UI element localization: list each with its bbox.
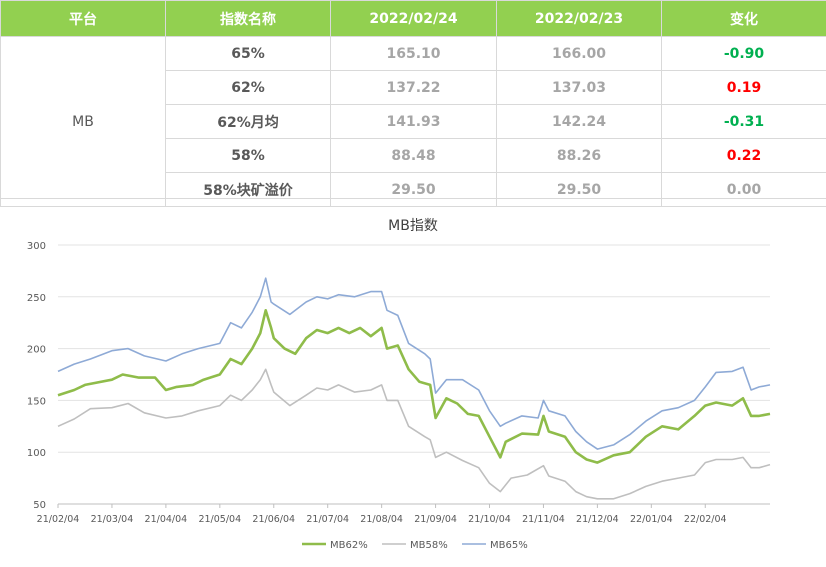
- change-cell: -0.90: [662, 37, 826, 71]
- index-name-cell: 62%月均: [166, 105, 331, 139]
- table-header-row: 平台 指数名称 2022/02/24 2022/02/23 变化: [1, 1, 826, 37]
- y-tick-label: 50: [33, 500, 46, 511]
- x-tick-label: 21/06/04: [252, 514, 295, 525]
- header-date-2: 2022/02/23: [497, 1, 662, 37]
- header-platform: 平台: [1, 1, 166, 37]
- chart-container: MB指数 50 100 150 200 250 300 21/02/04 21/03/04 21/…: [0, 198, 826, 563]
- x-tick-label: 21/05/04: [198, 514, 241, 525]
- chart-title: MB指数: [388, 218, 438, 234]
- series-line-mb62pct: [58, 310, 770, 462]
- x-tick-label: 21/03/04: [91, 514, 134, 525]
- value-date-1-cell: 137.22: [331, 71, 497, 105]
- value-date-2-cell: 166.00: [497, 37, 662, 71]
- x-tick-label: 21/11/04: [522, 514, 565, 525]
- value-date-1-cell: 141.93: [331, 105, 497, 139]
- value-date-1-cell: 88.48: [331, 139, 497, 173]
- header-date-1: 2022/02/24: [331, 1, 497, 37]
- y-tick-label: 300: [27, 241, 46, 252]
- header-index-name: 指数名称: [166, 1, 331, 37]
- x-tick-label: 21/08/04: [360, 514, 403, 525]
- y-tick-label: 150: [27, 396, 46, 407]
- line-chart: MB指数 50 100 150 200 250 300 21/02/04 21/03/04 21/…: [0, 199, 826, 563]
- x-tick-label: 21/07/04: [306, 514, 349, 525]
- index-name-cell: 65%: [166, 37, 331, 71]
- y-tick-label: 100: [27, 448, 46, 459]
- legend-label: MB65%: [490, 540, 528, 551]
- index-name-cell: 62%: [166, 71, 331, 105]
- x-tick-label: 21/04/04: [145, 514, 188, 525]
- x-tick-label: 21/09/04: [414, 514, 457, 525]
- legend-label: MB62%: [330, 540, 368, 551]
- y-tick-label: 250: [27, 293, 46, 304]
- change-cell: 0.22: [662, 139, 826, 173]
- legend-label: MB58%: [410, 540, 448, 551]
- x-tick-label: 22/01/04: [630, 514, 673, 525]
- header-change: 变化: [662, 1, 826, 37]
- value-date-2-cell: 88.26: [497, 139, 662, 173]
- value-date-1-cell: 165.10: [331, 37, 497, 71]
- value-date-2-cell: 137.03: [497, 71, 662, 105]
- index-name-cell: 58%: [166, 139, 331, 173]
- x-tick-label: 21/10/04: [468, 514, 511, 525]
- change-cell: 0.19: [662, 71, 826, 105]
- x-tick-label: 22/02/04: [684, 514, 727, 525]
- value-date-2-cell: 142.24: [497, 105, 662, 139]
- x-tick-label: 21/02/04: [37, 514, 80, 525]
- series-line-mb65pct: [58, 278, 770, 449]
- change-cell: -0.31: [662, 105, 826, 139]
- x-tick-label: 21/12/04: [576, 514, 619, 525]
- y-tick-label: 200: [27, 345, 46, 356]
- platform-cell: MB: [1, 37, 166, 207]
